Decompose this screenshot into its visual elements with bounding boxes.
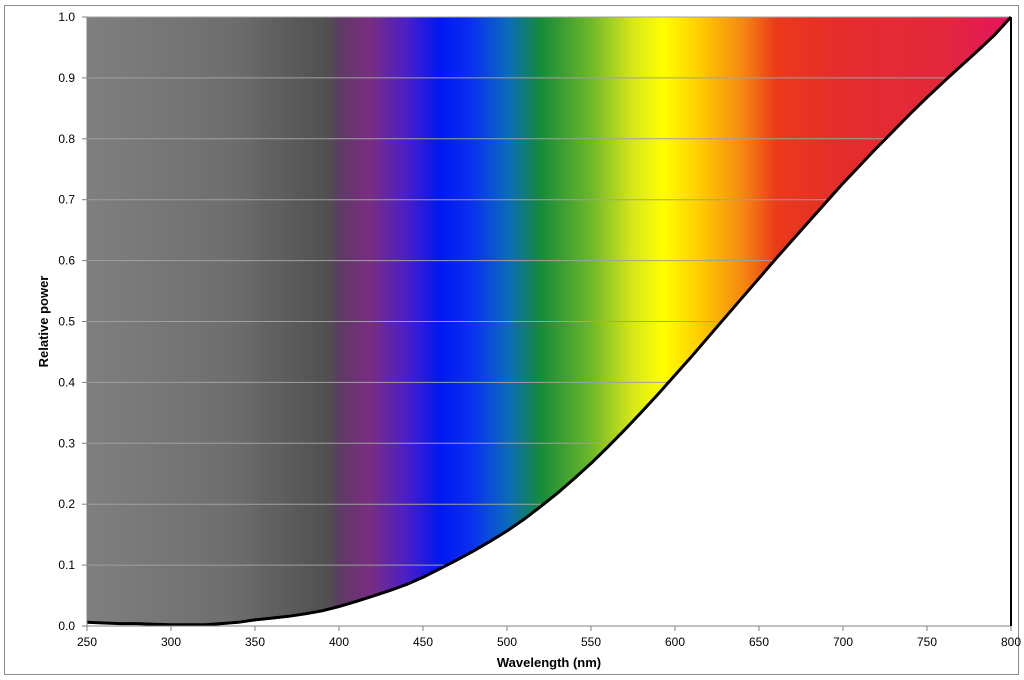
y-tick-label-0.0: 0.0 (58, 619, 75, 633)
y-tick-label-0.9: 0.9 (58, 71, 75, 85)
x-tick-label-350: 350 (245, 635, 265, 649)
x-tick-label-450: 450 (413, 635, 433, 649)
y-tick-label-0.4: 0.4 (58, 375, 75, 389)
x-axis-title: Wavelength (nm) (497, 655, 601, 670)
y-axis-title: Relative power (36, 276, 51, 368)
x-tick-label-300: 300 (161, 635, 181, 649)
y-axis-ticks: 0.0 0.1 0.2 0.3 0.4 0.5 0.6 0.7 0.8 0.9 1.0 (58, 10, 87, 633)
y-tick-label-0.5: 0.5 (58, 315, 75, 329)
y-tick-label-0.1: 0.1 (58, 558, 75, 572)
x-tick-label-800: 800 (1001, 635, 1021, 649)
y-tick-label-0.3: 0.3 (58, 436, 75, 450)
x-tick-label-250: 250 (77, 635, 97, 649)
y-tick-label-0.6: 0.6 (58, 254, 75, 268)
x-tick-label-750: 750 (917, 635, 937, 649)
y-tick-label-1.0: 1.0 (58, 10, 75, 24)
x-tick-label-400: 400 (329, 635, 349, 649)
x-tick-label-650: 650 (749, 635, 769, 649)
x-axis-ticks: 250 300 350 400 450 500 550 600 650 700 750 800 (77, 626, 1021, 649)
x-tick-label-550: 550 (581, 635, 601, 649)
x-tick-label-700: 700 (833, 635, 853, 649)
x-tick-label-600: 600 (665, 635, 685, 649)
y-tick-label-0.2: 0.2 (58, 497, 75, 511)
y-tick-label-0.8: 0.8 (58, 132, 75, 146)
y-tick-label-0.7: 0.7 (58, 193, 75, 207)
x-tick-label-500: 500 (497, 635, 517, 649)
